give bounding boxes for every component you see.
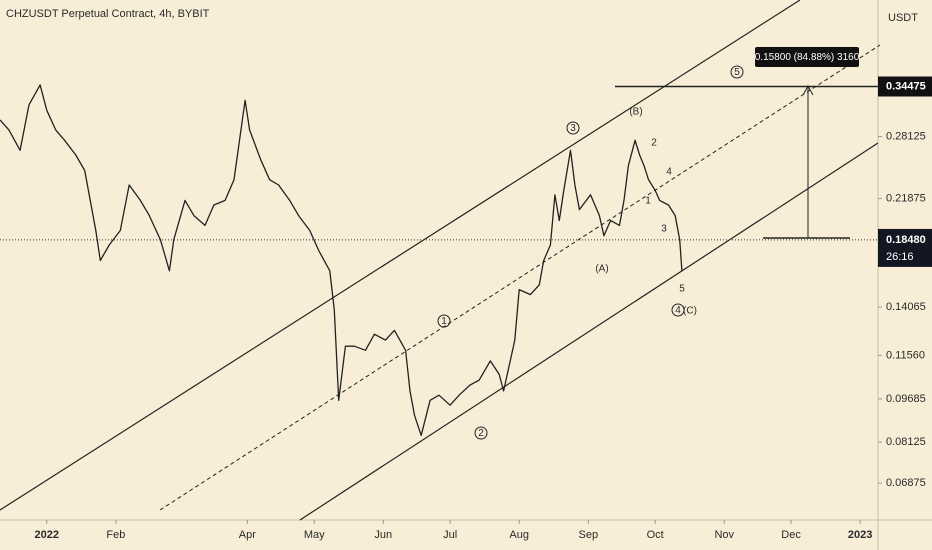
measure-label: 0.15800 (84.88%) 3160 — [755, 52, 860, 63]
wave-label: 2 — [651, 138, 657, 149]
wave-label: (C) — [683, 306, 697, 317]
wave-label: 3 — [570, 123, 576, 134]
wave-circle — [671, 303, 685, 317]
countdown: 26:16 — [886, 251, 914, 263]
x-tick-label: May — [304, 529, 325, 541]
x-tick-label: Jun — [374, 529, 392, 541]
y-tick-label: 0.14065 — [886, 301, 926, 313]
wave-label: 5 — [734, 67, 740, 78]
chart-title: CHZUSDT Perpetual Contract, 4h, BYBIT — [6, 8, 210, 20]
y-tick-label: 0.08125 — [886, 436, 926, 448]
channel-middle — [159, 44, 881, 511]
x-tick-label: 2023 — [848, 529, 872, 541]
wave-circle — [474, 426, 488, 440]
y-tick-label: 0.21875 — [886, 192, 926, 204]
current-price-label: 0.18480 — [886, 234, 926, 246]
x-tick-label: Nov — [714, 529, 734, 541]
x-tick-label: Aug — [509, 529, 529, 541]
wave-label: 5 — [679, 284, 685, 295]
y-tick-label: 0.09685 — [886, 393, 926, 405]
wave-label: 4 — [675, 305, 681, 316]
x-tick-label: Oct — [647, 529, 664, 541]
wave-circle — [566, 121, 580, 135]
x-tick-label: 2022 — [35, 529, 59, 541]
wave-label: (A) — [595, 264, 608, 275]
wave-label: 3 — [661, 224, 667, 235]
y-tick-label: 0.06875 — [886, 477, 926, 489]
wave-label: 2 — [478, 428, 484, 439]
wave-labels: 5 (B) 3 2 4 1 3 (A) 5 4 (C) 1 2 — [437, 65, 744, 440]
target-box — [878, 76, 932, 97]
y-tick-label: 0.28125 — [886, 130, 926, 142]
x-tick-label: Feb — [106, 529, 125, 541]
wave-circle — [730, 65, 744, 79]
wave-label: (B) — [629, 107, 642, 118]
wave-label: 4 — [666, 167, 672, 178]
price-line — [0, 84, 683, 437]
wave-label: 1 — [645, 196, 651, 207]
x-tick-label: Jul — [443, 529, 457, 541]
current-price-box — [878, 228, 932, 267]
wave-label: 1 — [441, 316, 447, 327]
currency: USDT — [888, 12, 918, 24]
channel-lower — [299, 142, 879, 521]
x-tick-label: Dec — [781, 529, 801, 541]
wave-circle — [437, 314, 451, 328]
plot: 0.15800 (84.88%) 3160 — [0, 0, 881, 521]
y-tick-label: 0.11560 — [886, 349, 925, 361]
target-label: 0.34475 — [886, 80, 926, 92]
x-tick-label: Apr — [239, 529, 256, 541]
measure-box — [755, 47, 859, 67]
x-tick-label: Sep — [579, 529, 599, 541]
channel-upper — [0, 0, 801, 511]
